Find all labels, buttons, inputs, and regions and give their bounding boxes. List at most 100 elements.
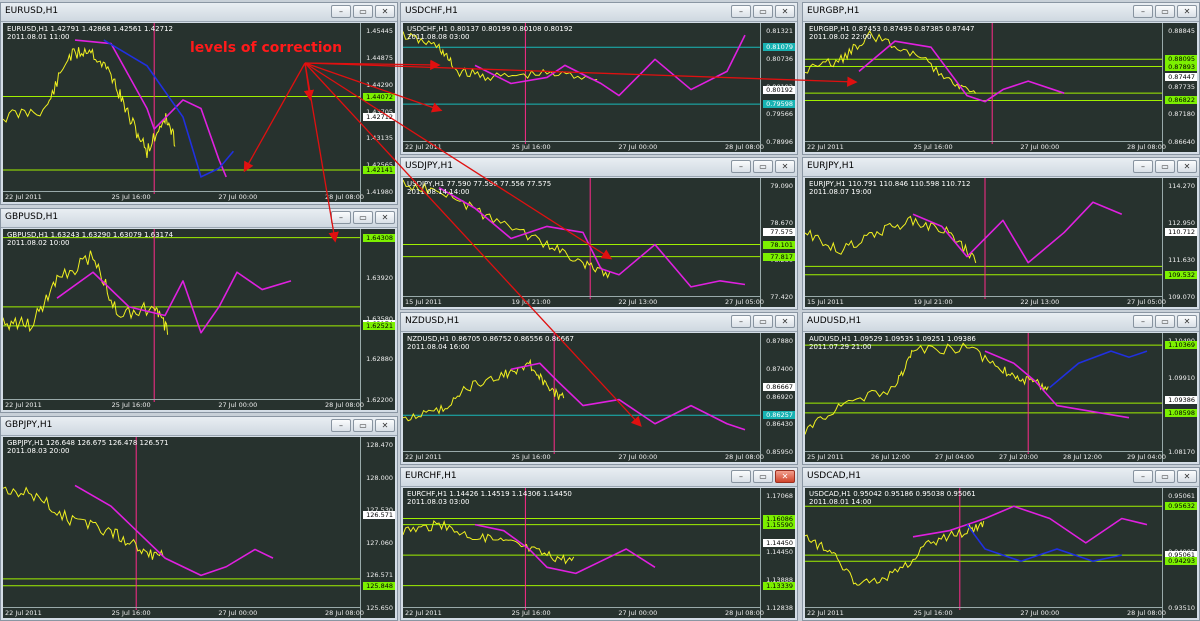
close-icon[interactable]: ✕	[375, 211, 395, 224]
chart-plot-area[interactable]: AUDUSD,H1 1.09529 1.09535 1.09251 1.0938…	[805, 333, 1197, 462]
price-label-green: 0.87893	[1165, 62, 1197, 71]
chart-plot-area[interactable]: USDJPY,H1 77.590 77.596 77.556 77.575 20…	[403, 178, 795, 307]
window-titlebar[interactable]: EURUSD,H1 – ▭ ✕	[1, 3, 397, 22]
maximize-icon[interactable]: ▭	[353, 211, 373, 224]
close-icon[interactable]: ✕	[1177, 5, 1197, 18]
maximize-icon[interactable]: ▭	[1155, 5, 1175, 18]
chart-window-nzdusd[interactable]: NZDUSD,H1 – ▭ ✕ NZDUSD,H1 0.86705 0.8675…	[400, 312, 798, 465]
chart-plot-area[interactable]: NZDUSD,H1 0.86705 0.86752 0.86556 0.8666…	[403, 333, 795, 462]
chart-window-audusd[interactable]: AUDUSD,H1 – ▭ ✕ AUDUSD,H1 1.09529 1.0953…	[802, 312, 1200, 465]
maximize-icon[interactable]: ▭	[353, 419, 373, 432]
minimize-icon[interactable]: –	[1133, 315, 1153, 328]
minimize-icon[interactable]: –	[731, 160, 751, 173]
close-icon[interactable]: ✕	[1177, 160, 1197, 173]
minimize-icon[interactable]: –	[731, 315, 751, 328]
price-tick: 125.650	[366, 604, 393, 612]
close-icon[interactable]: ✕	[1177, 315, 1197, 328]
time-tick: 25 Jul 16:00	[913, 143, 953, 151]
time-tick: 28 Jul 08:00	[725, 453, 764, 461]
forecast-alt-series	[103, 39, 235, 179]
minimize-icon[interactable]: –	[731, 5, 751, 18]
minimize-icon[interactable]: –	[1133, 470, 1153, 483]
chart-info: EURGBP,H1 0.87453 0.87493 0.87385 0.8744…	[809, 25, 975, 41]
chart-plot-area[interactable]: GBPJPY,H1 126.648 126.675 126.478 126.57…	[3, 437, 395, 618]
chart-plot-area[interactable]: GBPUSD,H1 1.63243 1.63290 1.63079 1.6317…	[3, 229, 395, 410]
close-icon[interactable]: ✕	[775, 5, 795, 18]
time-axis: 22 Jul 2011 25 Jul 16:00 27 Jul 00:00 28 Ju…	[403, 141, 764, 152]
price-tick: 0.79566	[766, 110, 793, 119]
price-chart	[403, 488, 763, 610]
chart-window-usdcad[interactable]: USDCAD,H1 – ▭ ✕ USDCAD,H1 0.95042 0.9518…	[802, 467, 1200, 621]
window-titlebar[interactable]: EURGBP,H1 – ▭ ✕	[803, 3, 1199, 22]
time-tick: 25 Jul 16:00	[511, 453, 551, 461]
maximize-icon[interactable]: ▭	[753, 160, 773, 173]
time-tick: 27 Jul 00:00	[1020, 143, 1060, 151]
price-tick: 1.62200	[366, 396, 393, 404]
minimize-icon[interactable]: –	[331, 5, 351, 18]
maximize-icon[interactable]: ▭	[1155, 470, 1175, 483]
maximize-icon[interactable]: ▭	[1155, 315, 1175, 328]
maximize-icon[interactable]: ▭	[1155, 160, 1175, 173]
window-titlebar[interactable]: AUDUSD,H1 – ▭ ✕	[803, 313, 1199, 332]
window-titlebar[interactable]: NZDUSD,H1 – ▭ ✕	[401, 313, 797, 332]
forecast-series	[74, 484, 274, 577]
chart-window-eurgbp[interactable]: EURGBP,H1 – ▭ ✕ EURGBP,H1 0.87453 0.8749…	[802, 2, 1200, 155]
close-icon[interactable]: ✕	[775, 470, 795, 483]
price-tick: 0.87400	[766, 364, 793, 373]
price-tick: 1.63920	[366, 273, 393, 282]
window-titlebar[interactable]: USDCAD,H1 – ▭ ✕	[803, 468, 1199, 487]
chart-window-eurchf[interactable]: EURCHF,H1 – ▭ ✕ EURCHF,H1 1.14426 1.1451…	[400, 467, 798, 621]
chart-window-eurusd[interactable]: EURUSD,H1 – ▭ ✕ EURUSD,H1 1.42791 1.4286…	[0, 2, 398, 205]
forecast-series	[56, 271, 292, 334]
maximize-icon[interactable]: ▭	[753, 5, 773, 18]
maximize-icon[interactable]: ▭	[753, 470, 773, 483]
window-titlebar[interactable]: USDJPY,H1 – ▭ ✕	[401, 158, 797, 177]
price-label-green: 0.94293	[1165, 557, 1197, 566]
minimize-icon[interactable]: –	[331, 211, 351, 224]
price-tick: 1.13888	[766, 576, 793, 584]
minimize-icon[interactable]: –	[331, 419, 351, 432]
chart-window-gbpjpy[interactable]: GBPJPY,H1 – ▭ ✕ GBPJPY,H1 126.648 126.67…	[0, 416, 398, 621]
window-titlebar[interactable]: USDCHF,H1 – ▭ ✕	[401, 3, 797, 22]
window-titlebar[interactable]: EURJPY,H1 – ▭ ✕	[803, 158, 1199, 177]
price-tick: 0.93510	[1168, 604, 1195, 612]
window-title: EURGBP,H1	[807, 6, 860, 16]
price-chart	[403, 333, 763, 454]
price-chart	[3, 229, 363, 402]
time-tick: 27 Jul 00:00	[618, 609, 658, 617]
chart-plot-area[interactable]: USDCHF,H1 0.80137 0.80199 0.80108 0.8019…	[403, 23, 795, 152]
price-label-white: 0.95061	[1165, 551, 1197, 560]
time-line: 2011.08.03 20:00	[7, 447, 70, 455]
price-series	[3, 250, 169, 335]
window-titlebar[interactable]: EURCHF,H1 – ▭ ✕	[401, 468, 797, 487]
time-line: 2011.08.08 03:00	[407, 33, 470, 41]
chart-plot-area[interactable]: EURCHF,H1 1.14426 1.14519 1.14306 1.1445…	[403, 488, 795, 618]
forecast-series	[984, 350, 1130, 419]
close-icon[interactable]: ✕	[375, 419, 395, 432]
price-axis: 114.270112.950111.630109.070110.712110.1…	[1162, 178, 1197, 307]
maximize-icon[interactable]: ▭	[353, 5, 373, 18]
close-icon[interactable]: ✕	[375, 5, 395, 18]
close-icon[interactable]: ✕	[1177, 470, 1197, 483]
chart-plot-area[interactable]: USDCAD,H1 0.95042 0.95186 0.95038 0.9506…	[805, 488, 1197, 618]
price-tick: 1.10490	[1168, 337, 1195, 345]
close-icon[interactable]: ✕	[775, 160, 795, 173]
window-titlebar[interactable]: GBPJPY,H1 – ▭ ✕	[1, 417, 397, 436]
chart-window-usdchf[interactable]: USDCHF,H1 – ▭ ✕ USDCHF,H1 0.80137 0.8019…	[400, 2, 798, 155]
chart-plot-area[interactable]: EURGBP,H1 0.87453 0.87493 0.87385 0.8744…	[805, 23, 1197, 152]
minimize-icon[interactable]: –	[1133, 5, 1153, 18]
chart-window-gbpusd[interactable]: GBPUSD,H1 – ▭ ✕ GBPUSD,H1 1.63243 1.6329…	[0, 208, 398, 413]
minimize-icon[interactable]: –	[1133, 160, 1153, 173]
chart-window-usdjpy[interactable]: USDJPY,H1 – ▭ ✕ USDJPY,H1 77.590 77.596 …	[400, 157, 798, 310]
price-axis: 0.950610.940050.935100.956320.950610.945…	[1162, 488, 1197, 618]
maximize-icon[interactable]: ▭	[753, 315, 773, 328]
window-titlebar[interactable]: GBPUSD,H1 – ▭ ✕	[1, 209, 397, 228]
chart-window-eurjpy[interactable]: EURJPY,H1 – ▭ ✕ EURJPY,H1 110.791 110.84…	[802, 157, 1200, 310]
minimize-icon[interactable]: –	[731, 470, 751, 483]
price-tick: 0.87880	[766, 337, 793, 345]
close-icon[interactable]: ✕	[775, 315, 795, 328]
symbol-line: AUDUSD,H1 1.09529 1.09535 1.09251 1.0938…	[809, 335, 976, 343]
price-tick: 0.80736	[766, 54, 793, 63]
chart-plot-area[interactable]: EURJPY,H1 110.791 110.846 110.598 110.71…	[805, 178, 1197, 307]
price-tick: 0.87735	[1168, 82, 1195, 91]
